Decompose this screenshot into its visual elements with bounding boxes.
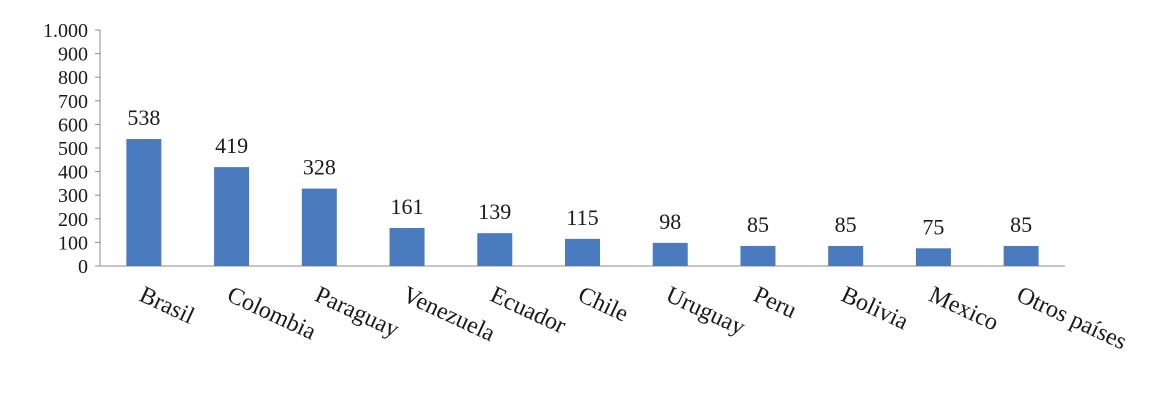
y-tick-label: 600 (58, 114, 88, 136)
data-label: 85 (1010, 212, 1032, 237)
y-tick-label: 100 (58, 232, 88, 254)
x-tick-label: Otros países (1013, 282, 1131, 355)
x-tick-label: Venezuela (399, 282, 500, 347)
bar (389, 228, 425, 266)
bar (301, 188, 337, 266)
bar (652, 242, 688, 266)
bar (214, 167, 250, 266)
bar (565, 238, 600, 266)
y-tick-label: 0 (78, 256, 88, 278)
data-label: 139 (478, 199, 511, 224)
x-tick-label: Paraguay (311, 282, 403, 343)
bar (915, 248, 951, 266)
bar (477, 233, 513, 266)
bar (126, 139, 162, 266)
data-label: 75 (922, 214, 944, 239)
x-tick-label: Ecuador (486, 282, 569, 339)
data-label: 98 (659, 209, 681, 234)
data-label: 538 (127, 105, 160, 130)
bar (828, 245, 864, 266)
data-label: 115 (566, 205, 598, 230)
x-tick-label: Chile (574, 282, 632, 328)
data-label: 85 (747, 212, 769, 237)
x-tick-label: Peru (749, 282, 800, 324)
y-tick-label: 300 (58, 185, 88, 207)
x-tick-label: Mexico (925, 282, 1002, 337)
y-tick-label: 200 (58, 209, 88, 231)
data-label: 85 (835, 212, 857, 237)
bar (1003, 245, 1039, 266)
x-tick-label: Brasil (135, 282, 198, 330)
x-tick-label: Colombia (223, 282, 320, 346)
y-tick-label: 900 (58, 44, 88, 66)
data-label: 328 (303, 155, 336, 180)
y-tick-label: 1.000 (43, 20, 88, 42)
data-label: 419 (215, 133, 248, 158)
x-tick-label: Bolivia (837, 282, 912, 336)
data-label: 161 (391, 194, 424, 219)
bar (740, 245, 776, 266)
bars (126, 139, 1039, 266)
y-tick-label: 400 (58, 162, 88, 184)
data-labels: 538 419 328 161 139 115 98 85 85 75 85 (127, 105, 1032, 239)
y-tick-label: 800 (58, 67, 88, 89)
y-tick-label: 700 (58, 91, 88, 113)
y-tick-label: 500 (58, 138, 88, 160)
x-tick-label: Uruguay (662, 282, 749, 341)
